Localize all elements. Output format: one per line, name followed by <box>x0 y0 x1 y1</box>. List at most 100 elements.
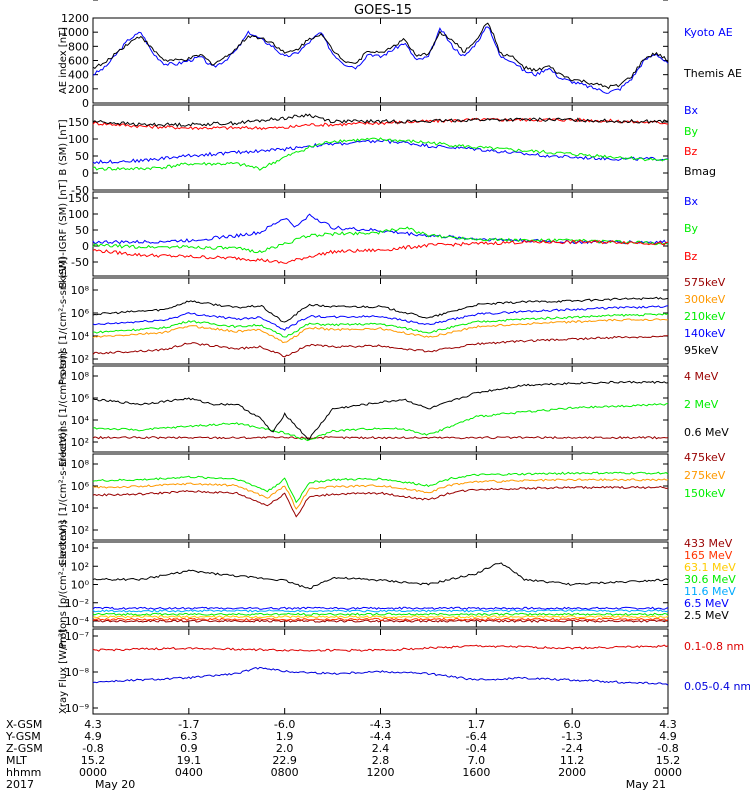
bottom-axis-value: 1.7 <box>468 718 486 731</box>
y-tick-label: 10⁴ <box>71 330 90 343</box>
y-tick-label: -100 <box>64 0 89 3</box>
y-tick-label: -50 <box>71 184 89 197</box>
legend-label-300kev: 300keV <box>684 293 726 306</box>
panel-frame <box>92 453 669 541</box>
y-tick-label: 10² <box>71 353 89 366</box>
series-line-0-6-mev <box>92 380 669 440</box>
legend-label-150kev: 150keV <box>684 487 726 500</box>
y-tick-label: 10⁴ <box>71 542 90 555</box>
y-tick-label: 150 <box>68 192 89 205</box>
panel-2: 150 100 50 0 -50 -100 B (SM) [nT] Bx By Bz Bmag <box>58 0 716 197</box>
panel-frame <box>92 365 669 453</box>
bottom-axis-value: 4.3 <box>659 718 677 731</box>
bottom-axis-value: -4.4 <box>370 730 391 743</box>
legend-label-themis-ae: Themis AE <box>683 67 742 80</box>
bottom-axis-value: 0800 <box>271 766 299 779</box>
panel-5: 10⁸ 10⁶ 10⁴ 10² 10⁰ Electrons [1/(cm²-s-sr)] 4… <box>58 0 729 467</box>
y-tick-label: 50 <box>75 224 89 237</box>
legend-label-433-mev: 433 MeV <box>684 537 733 550</box>
y-tick-label: 1000 <box>61 26 89 39</box>
bottom-axis-value: 0000 <box>79 766 107 779</box>
series-line-0-05-0-4-nm <box>92 666 669 686</box>
series-line-140kev <box>92 305 669 331</box>
bottom-axis-value: May 21 <box>626 778 666 791</box>
bottom-axis-value: -4.3 <box>370 718 391 731</box>
y-tick-label: 0 <box>82 97 89 110</box>
series-line-63-1-mev <box>92 615 669 619</box>
series-line-300kev <box>92 318 669 344</box>
y-axis-label: B (SM)-IGRF (SM) [nT] <box>58 179 69 288</box>
bottom-axis-value: 19.1 <box>177 754 202 767</box>
y-tick-label: 10⁴ <box>71 414 90 427</box>
legend-label-by: By <box>684 125 699 138</box>
legend-label-bz: Bz <box>684 250 698 263</box>
bottom-axis-value: 2.0 <box>276 742 294 755</box>
y-tick-label: 10² <box>71 560 89 573</box>
series-line-575kev <box>92 335 669 358</box>
y-tick-label: 10⁰ <box>71 0 90 3</box>
y-tick-label: 10⁻⁴ <box>65 615 90 628</box>
series-line-165-mev <box>92 617 669 621</box>
legend-label-2-mev: 2 MeV <box>684 398 719 411</box>
y-tick-label: 10⁸ <box>71 370 90 383</box>
bottom-axis-value: May 20 <box>95 778 135 791</box>
y-tick-label: 10⁶ <box>71 307 90 320</box>
bottom-axis-value: -0.8 <box>82 742 103 755</box>
bottom-axis-value: -1.7 <box>178 718 199 731</box>
bottom-axis-table: X-GSMY-GSMZ-GSMMLThhmm20174.34.9-0.815.2… <box>5 718 682 791</box>
series-line-2-mev <box>92 402 669 442</box>
series-line-0-1-0-8-nm <box>92 644 669 652</box>
series-line-bz <box>92 239 668 264</box>
bottom-axis-value: -6.0 <box>274 718 295 731</box>
legend-label-6-5-mev: 6.5 MeV <box>684 597 729 610</box>
legend-label-0-05-0-4-nm: 0.05-0.4 nm <box>684 680 750 693</box>
y-tick-label: 1200 <box>61 12 89 25</box>
series-line-210kev <box>92 312 669 338</box>
legend-label-275kev: 275keV <box>684 469 726 482</box>
legend-label-0-6-mev: 0.6 MeV <box>684 426 729 439</box>
series-line-475kev <box>92 485 669 518</box>
y-tick-label: 10² <box>71 524 89 537</box>
legend-label-140kev: 140keV <box>684 327 726 340</box>
panel-4: 10⁸ 10⁶ 10⁴ 10² 10⁰ Protons [1/(cm²-s-sr-keV)… <box>58 0 726 385</box>
bottom-axis-value: 0000 <box>654 766 682 779</box>
y-axis-label: Xray Flux [W/m²] <box>58 629 69 714</box>
y-tick-label: -100 <box>64 0 89 3</box>
legend-label-11-6-mev: 11.6 MeV <box>684 585 736 598</box>
y-tick-label: 50 <box>75 150 89 163</box>
y-tick-label: 800 <box>68 40 89 53</box>
legend-label-575kev: 575keV <box>684 276 726 289</box>
bottom-axis-value: 15.2 <box>81 754 106 767</box>
series-line-themis-ae <box>92 22 669 90</box>
panel-3: 150 100 50 0 -50 -100 B (SM)-IGRF (SM) [nT] Bx B… <box>58 0 699 289</box>
legend-label-165-mev: 165 MeV <box>684 549 733 562</box>
panel-frame <box>92 628 669 715</box>
series-line-kyoto-ae <box>92 26 669 94</box>
bottom-axis-value: -1.3 <box>561 730 582 743</box>
y-axis-label: Protons [1/(cm²-s-sr-keV)] <box>58 257 69 385</box>
y-tick-label: 10⁰ <box>71 0 90 3</box>
y-tick-label: 10⁻² <box>65 597 89 610</box>
legend-label-bx: Bx <box>684 104 699 117</box>
legend-label-4-mev: 4 MeV <box>684 370 719 383</box>
panel-6: 10⁸ 10⁶ 10⁴ 10² 10⁰ Electrons [1/(cm²-s-sr-ke… <box>58 0 726 566</box>
series-line-95kev <box>92 296 669 323</box>
legend-label-30-6-mev: 30.6 MeV <box>684 573 736 586</box>
legend-label-63-1-mev: 63.1 MeV <box>684 561 736 574</box>
series-line-bx <box>92 139 669 165</box>
bottom-axis-value: 4.9 <box>84 730 102 743</box>
y-axis-label: Protons [p/(cm²-s-sr-keV)] <box>58 520 69 648</box>
series-line-by <box>92 226 669 254</box>
series-line-2-5-mev <box>92 562 669 590</box>
y-tick-label: 150 <box>68 116 89 129</box>
y-tick-label: 100 <box>68 133 89 146</box>
bottom-axis-value: -0.4 <box>466 742 487 755</box>
bottom-row-label: 2017 <box>6 778 34 791</box>
series-line-6-5-mev <box>92 606 669 610</box>
bottom-axis-value: -6.4 <box>466 730 487 743</box>
y-tick-label: 10⁸ <box>71 458 90 471</box>
